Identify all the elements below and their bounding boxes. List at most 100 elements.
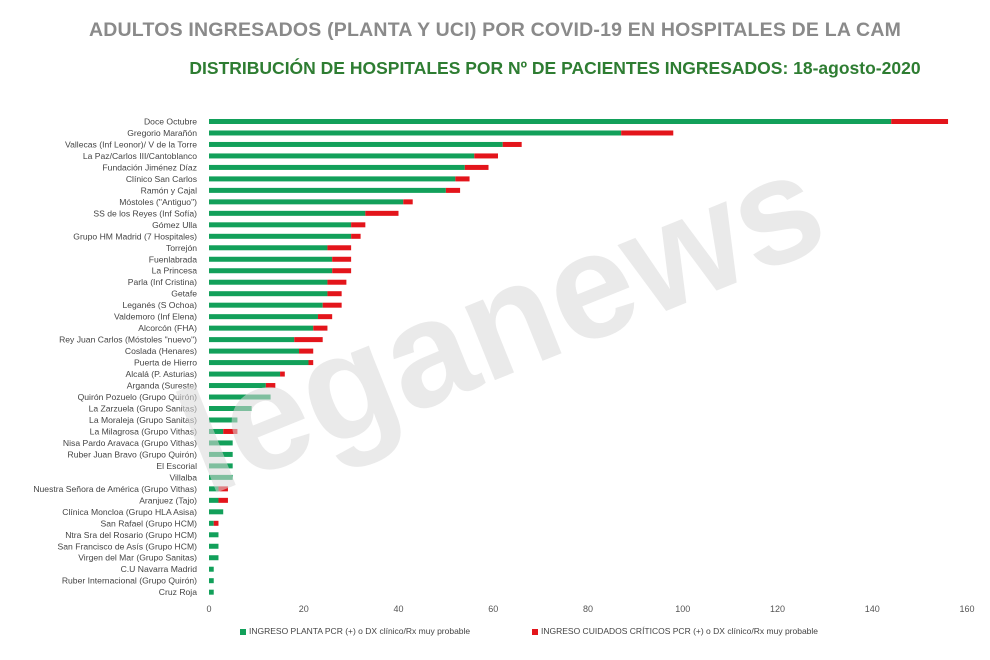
bar-uci [299,348,314,354]
category-label: Quirón Pozuelo (Grupo Quirón) [78,392,198,402]
category-label: Gregorio Marañón [127,128,197,138]
bar-uci [445,187,461,193]
category-label: Villalba [169,472,197,482]
bar-planta [209,486,219,492]
bar-planta [209,451,233,457]
legend-swatch-uci [532,628,538,635]
category-label: San Francisco de Asís (Grupo HCM) [58,541,198,551]
bar-uci [403,199,413,205]
category-label: La Moraleja (Grupo Sanitas) [89,415,197,425]
category-label: Ramón y Cajal [141,185,197,195]
category-label: Rey Juan Carlos (Móstoles "nuevo") [59,335,197,345]
legend-item-planta: INGRESO PLANTA PCR (+) o DX clínico/Rx m… [240,626,470,636]
bar-uci [351,233,361,239]
bar-planta [209,291,328,297]
category-label: Puerta de Hierro [134,358,197,368]
category-label: Arganda (Sureste) [127,381,197,391]
bars-group [209,119,949,595]
bar-uci [455,176,470,182]
category-label: La Paz/Carlos III/Cantoblanco [83,151,197,161]
category-label: Ntra Sra del Rosario (Grupo HCM) [65,530,197,540]
bar-uci [218,497,228,503]
category-label: Cruz Roja [159,587,197,597]
category-label: Aranjuez (Tajo) [139,495,197,505]
category-label: Vallecas (Inf Leonor)/ V de la Torre [65,139,197,149]
x-tick-label: 80 [583,604,593,614]
bar-planta [209,222,352,228]
category-label: C.U Navarra Madrid [121,564,198,574]
category-label: Ruber Juan Bravo (Grupo Quirón) [68,449,198,459]
x-tick-label: 100 [675,604,690,614]
category-label: Alcorcón (FHA) [138,323,197,333]
category-label: Doce Octubre [144,117,197,127]
bar-planta [209,268,333,274]
bar-planta [209,176,456,182]
bar-planta [209,497,219,503]
category-label: Nuestra Señora de América (Grupo Vithas) [33,484,197,494]
category-label: Torrejón [166,243,197,253]
bar-planta [209,187,446,193]
bar-uci [327,279,347,285]
chart-title: ADULTOS INGRESADOS (PLANTA Y UCI) POR CO… [88,19,902,41]
bar-uci [294,337,323,343]
category-label: Fundación Jiménez Díaz [102,162,197,172]
bar-uci [313,325,328,331]
bar-uci [332,268,352,274]
category-label: Parla (Inf Cristina) [128,277,197,287]
category-label: Virgen del Mar (Grupo Sanitas) [78,553,197,563]
bar-planta [209,520,214,526]
bar-planta [209,371,281,377]
bar-planta [209,130,622,136]
bar-planta [209,428,224,434]
category-label: La Zarzuela (Grupo Sanitas) [89,404,198,414]
bar-uci [308,360,314,366]
legend: INGRESO PLANTA PCR (+) o DX clínico/Rx m… [240,626,940,640]
x-tick-label: 140 [865,604,880,614]
bar-uci [213,520,219,526]
legend-label-uci: INGRESO CUIDADOS CRÍTICOS PCR (+) o DX c… [541,626,819,636]
bar-planta [209,245,328,251]
bar-planta [209,302,323,308]
category-label: Leganés (S Ochoa) [122,300,197,310]
category-label: SS de los Reyes (Inf Sofía) [93,208,197,218]
bar-uci [327,291,342,297]
category-label: La Milagrosa (Grupo Vithas) [90,426,197,436]
bar-planta [209,543,219,549]
bar-planta [209,555,219,561]
bar-planta [209,233,352,239]
bar-planta [209,417,238,423]
bar-uci [474,153,498,159]
bar-uci [502,141,522,147]
bar-planta [209,153,475,159]
bar-planta [209,119,892,124]
category-label: Clínica Moncloa (Grupo HLA Asisa) [62,507,197,517]
bar-planta [209,566,214,572]
bar-uci [223,428,238,434]
x-tick-label: 40 [393,604,403,614]
bar-planta [209,141,503,147]
category-label: Fuenlabrada [149,254,197,264]
bar-planta [209,314,318,320]
bar-planta [209,325,314,331]
bar-planta [209,406,252,411]
legend-item-uci: INGRESO CUIDADOS CRÍTICOS PCR (+) o DX c… [532,626,818,636]
bar-planta [209,256,333,262]
category-label: El Escorial [156,461,197,471]
category-label: Coslada (Henares) [125,346,197,356]
x-axis-ticks: 0 20 40 60 80 100 120 140 160 [206,604,974,614]
bar-uci [464,164,489,170]
bar-uci [365,210,399,216]
category-label: Valdemoro (Inf Elena) [114,312,197,322]
bar-planta [209,348,300,354]
bar-planta [209,394,271,400]
bar-planta [209,532,219,538]
category-label: Getafe [171,289,197,299]
category-label: San Rafael (Grupo HCM) [101,518,198,528]
bar-uci [332,256,352,262]
category-label: Alcalá (P. Asturias) [126,369,198,379]
bar-uci [280,371,285,377]
chart-subtitle: DISTRIBUCIÓN DE HOSPITALES POR Nº DE PAC… [189,58,921,78]
bar-planta [209,578,214,584]
bar-uci [322,302,342,308]
